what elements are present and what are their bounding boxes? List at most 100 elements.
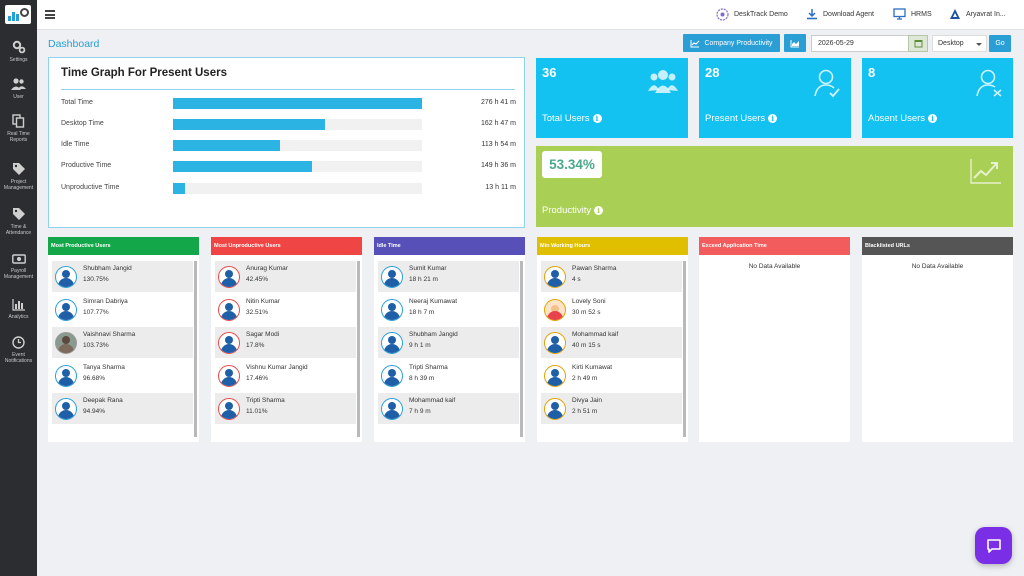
user-value: 42.45% [246, 276, 269, 283]
sidebar-label: User [13, 94, 24, 100]
sidebar-item-event-notifications[interactable]: Event Notifications [0, 336, 37, 364]
sidebar-item-project-management[interactable]: Project Management [0, 162, 37, 191]
time-graph-label: Total Time [61, 99, 93, 106]
user-name: Vishnu Kumar Jangid [246, 364, 308, 371]
scrollbar[interactable] [520, 261, 523, 437]
user-value: 103.73% [83, 342, 109, 349]
list-item[interactable]: Tripti Sharma 11.01% [215, 393, 356, 424]
absent-users-card[interactable]: 8 Absent Users i [862, 58, 1013, 138]
user-value: 17.8% [246, 342, 265, 349]
list-item[interactable]: Lovely Soni 30 m 52 s [541, 294, 682, 325]
present-users-card[interactable]: 28 Present Users i [699, 58, 851, 138]
list-item[interactable]: Sumit Kumar 18 h 21 m [378, 261, 519, 292]
avatar [381, 365, 403, 387]
sidebar-label: Event Notifications [4, 352, 33, 364]
copy-icon [12, 114, 25, 128]
productivity-card[interactable]: 53.34% Productivity i [536, 146, 1013, 227]
info-icon[interactable]: i [594, 206, 604, 215]
date-input[interactable]: 2026-05-29 [811, 35, 928, 52]
present-users-label: Present Users [705, 113, 766, 124]
list-item[interactable]: Sagar Modi 17.8% [215, 327, 356, 358]
sidebar-label: Payroll Management [3, 268, 34, 280]
user-logo-icon [950, 9, 960, 19]
chat-button[interactable] [975, 527, 1012, 564]
info-icon[interactable]: i [928, 114, 938, 123]
list-item[interactable]: Shubham Jangid 9 h 1 m [378, 327, 519, 358]
company-productivity-button[interactable]: Company Productivity [683, 34, 780, 52]
scrollbar[interactable] [683, 261, 686, 437]
users-icon [11, 78, 26, 90]
user-name: Anurag Kumar [246, 265, 288, 272]
panel-header: Min Working Hours [537, 237, 688, 255]
panel-most-productive-users: Most Productive Users Shubham Jangid 130.7… [48, 237, 199, 442]
list-item[interactable]: Tripti Sharma 8 h 39 m [378, 360, 519, 391]
sidebar-item-settings[interactable]: Settings [0, 40, 37, 63]
time-graph-bar [173, 119, 325, 130]
download-agent-link[interactable]: Download Agent [806, 8, 874, 20]
go-button[interactable]: Go [989, 35, 1011, 52]
trend-up-icon [970, 159, 1001, 184]
scrollbar[interactable] [194, 261, 197, 437]
desktrack-demo-label: DeskTrack Demo [734, 11, 788, 18]
hamburger-menu-icon[interactable] [45, 10, 55, 19]
user-value: 30 m 52 s [572, 309, 601, 316]
list-item[interactable]: Shubham Jangid 130.75% [52, 261, 193, 292]
list-item[interactable]: Tanya Sharma 96.68% [52, 360, 193, 391]
avatar [381, 398, 403, 420]
user-name: Shubham Jangid [83, 265, 132, 272]
device-select-value: Desktop [938, 40, 964, 47]
time-graph-value: 276 h 41 m [480, 99, 516, 106]
download-agent-label: Download Agent [823, 10, 874, 18]
scrollbar[interactable] [357, 261, 360, 437]
absent-users-label-row: Absent Users i [868, 113, 938, 124]
list-item[interactable]: Simran Dabriya 107.77% [52, 294, 193, 325]
sidebar-label: Time & Attendance [5, 224, 32, 236]
app-logo[interactable] [5, 5, 31, 24]
list-item[interactable]: Divya Jain 2 h 51 m [541, 393, 682, 424]
user-menu[interactable]: Aryavrat In... [949, 8, 1006, 20]
time-graph-row: Total Time 276 h 41 m [61, 97, 516, 109]
sidebar-item-payroll-management[interactable]: Payroll Management [0, 253, 37, 280]
info-icon[interactable]: i [768, 114, 778, 123]
hrms-link[interactable]: HRMS [893, 8, 932, 20]
calendar-button[interactable] [908, 35, 928, 52]
area-chart-button[interactable] [784, 34, 806, 52]
sidebar-item-real-time-reports[interactable]: Real Time Reports [0, 114, 37, 143]
user-name: Sumit Kumar [409, 265, 447, 272]
panel-header: Most Unproductive Users [211, 237, 362, 255]
chevron-down-icon [976, 43, 982, 46]
user-value: 32.51% [246, 309, 269, 316]
list-item[interactable]: Mohammad kaif 7 h 9 m [378, 393, 519, 424]
monitor-icon [893, 8, 906, 20]
info-icon[interactable]: i [592, 114, 602, 123]
list-item[interactable]: Pawan Sharma 4 s [541, 261, 682, 292]
calendar-icon [914, 40, 922, 48]
absent-users-count: 8 [868, 65, 876, 80]
productivity-value: 53.34% [542, 151, 602, 178]
list-item[interactable]: Deepak Rana 94.94% [52, 393, 193, 424]
total-users-card[interactable]: 36 Total Users i [536, 58, 688, 138]
list-item[interactable]: Mohammad kaif 40 m 15 s [541, 327, 682, 358]
sidebar-item-time-attendance[interactable]: Time & Attendance [0, 207, 37, 236]
user-name: Divya Jain [572, 397, 602, 404]
time-graph-value: 149 h 36 m [480, 162, 516, 169]
list-item[interactable]: Vishnu Kumar Jangid 17.46% [215, 360, 356, 391]
tag-icon [12, 208, 25, 220]
list-item[interactable]: Nitin Kumar 32.51% [215, 294, 356, 325]
sidebar-item-user[interactable]: User [0, 77, 37, 100]
panel-blacklisted-urls: Blacklisted URLs No Data Available [862, 237, 1013, 442]
device-select[interactable]: Desktop [932, 35, 987, 52]
tags-icon [12, 163, 25, 175]
user-name: Tripti Sharma [409, 364, 448, 371]
user-name: Tripti Sharma [246, 397, 285, 404]
user-value: 130.75% [83, 276, 109, 283]
list-item[interactable]: Anurag Kumar 42.45% [215, 261, 356, 292]
list-item[interactable]: Kirti Kumawat 2 h 49 m [541, 360, 682, 391]
sidebar-item-analytics[interactable]: Analytics [0, 298, 37, 320]
panel-header: Exceed Application Time [699, 237, 850, 255]
gears-icon [12, 40, 25, 54]
list-item[interactable]: Vaishnavi Sharma 103.73% [52, 327, 193, 358]
desktrack-demo-link[interactable]: DeskTrack Demo [716, 8, 788, 21]
user-name: Shubham Jangid [409, 331, 458, 338]
list-item[interactable]: Neeraj Kumawat 18 h 7 m [378, 294, 519, 325]
